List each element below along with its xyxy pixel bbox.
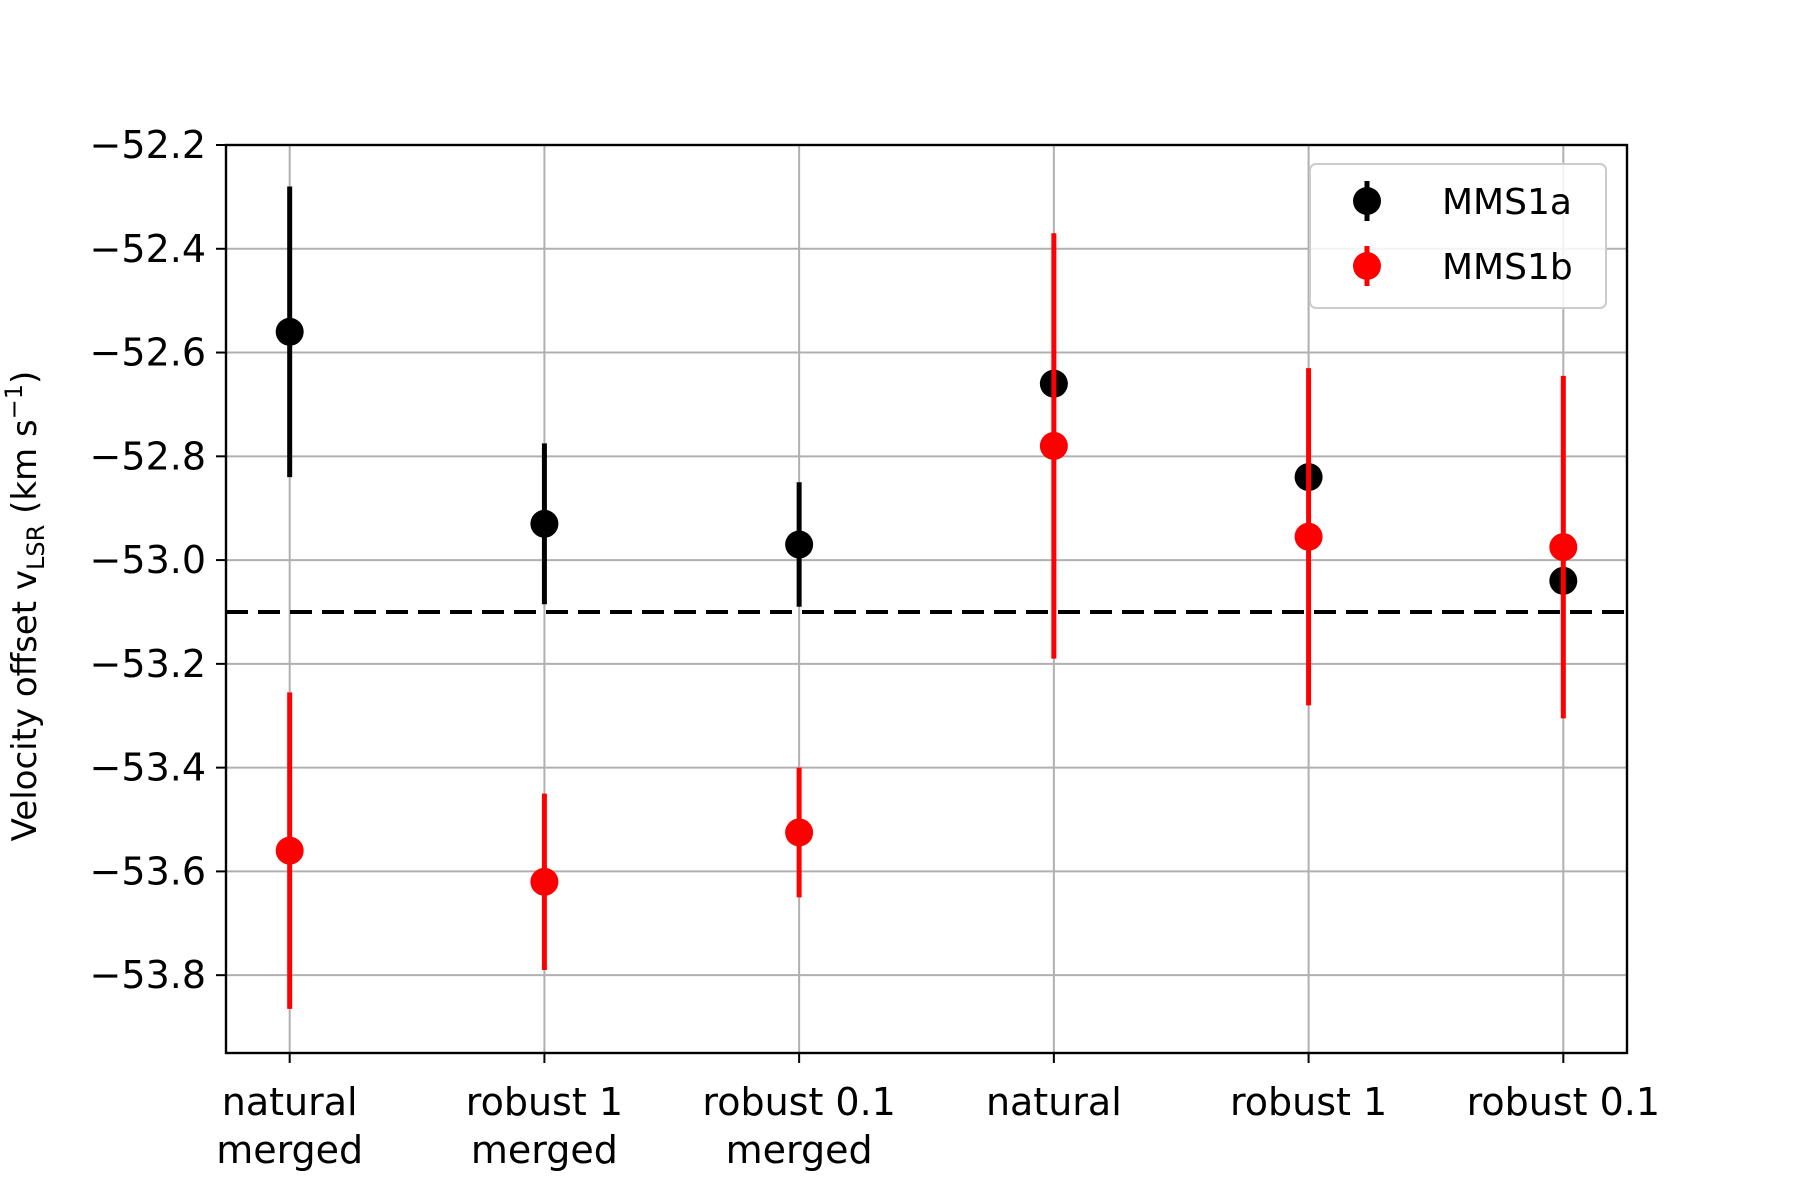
x-tick-label: merged: [471, 1128, 618, 1172]
x-tick-label: natural: [986, 1080, 1122, 1124]
legend: MMS1a MMS1b: [1309, 163, 1607, 309]
data-point: [530, 509, 559, 538]
x-tick-label: natural: [222, 1080, 358, 1124]
data-point: [1039, 431, 1068, 460]
y-tick-label: −53.0: [90, 538, 206, 582]
data-point: [785, 530, 814, 559]
x-tick-label: robust 0.1: [1467, 1080, 1660, 1124]
y-tick-label: −52.8: [90, 434, 206, 478]
y-tick-label: −53.2: [90, 642, 206, 686]
series-MMS1a: [275, 186, 1578, 607]
y-axis-label-subscript: LSR: [22, 525, 50, 570]
legend-marker: [1353, 252, 1381, 280]
x-tick-label: robust 0.1: [702, 1080, 895, 1124]
data-point: [275, 317, 304, 346]
data-marks: [275, 186, 1578, 1009]
data-point: [1294, 522, 1323, 551]
y-tick-label: −52.2: [90, 123, 206, 167]
data-point: [1549, 533, 1578, 562]
plot-frame: [224, 143, 1629, 1055]
series-MMS1b: [275, 233, 1578, 1009]
x-tick-label: merged: [216, 1128, 363, 1172]
x-tick-label: robust 1: [1230, 1080, 1387, 1124]
y-axis-label: Velocity offset vLSR (km s−1): [0, 371, 50, 842]
legend-label: MMS1a: [1442, 182, 1572, 223]
y-tick-label: −52.6: [90, 331, 206, 375]
y-axis-label-unit: (km s: [5, 419, 45, 524]
data-point: [530, 867, 559, 896]
y-axis-ticks: −52.2 −52.4 −52.6 −52.8 −53.0 −53.2 −53.4 −53.6…: [90, 123, 226, 997]
y-tick-label: −53.4: [90, 746, 206, 790]
data-point: [275, 836, 304, 865]
y-tick-label: −53.6: [90, 849, 206, 893]
x-tick-label: robust 1: [466, 1080, 623, 1124]
x-tick-label: merged: [726, 1128, 873, 1172]
y-tick-label: −52.4: [90, 227, 206, 271]
legend-label: MMS1b: [1442, 247, 1573, 288]
legend-box: [1309, 163, 1607, 309]
y-axis-label-close: ): [5, 371, 45, 384]
y-axis-label-main: Velocity offset v: [5, 570, 45, 841]
y-tick-label: −53.8: [90, 953, 206, 997]
data-point: [785, 818, 814, 847]
y-axis-label-superscript: −1: [0, 384, 28, 419]
legend-marker: [1353, 187, 1381, 215]
